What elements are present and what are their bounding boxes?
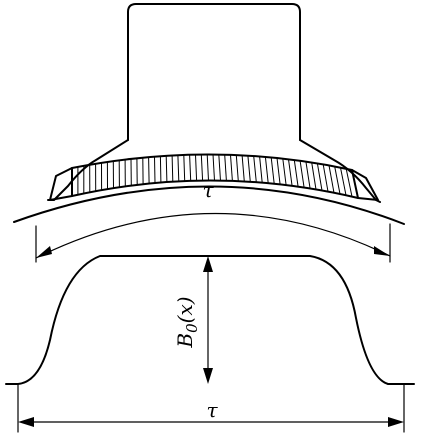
hatch-line: [224, 154, 227, 181]
hatch-line: [316, 163, 323, 191]
hatch-line: [183, 154, 186, 182]
hatch-line: [230, 154, 233, 181]
arrowhead-left-bottom: [18, 417, 34, 427]
left-end-block: [49, 167, 73, 201]
pole-pitch-dimension-arc-top: [35, 212, 391, 259]
hatch-line: [253, 155, 257, 183]
pole-body-outline: [127, 3, 301, 141]
hatch-line: [247, 155, 251, 182]
hatch-line: [154, 156, 156, 183]
hatch-line: [148, 157, 150, 184]
hatch-line: [200, 154, 204, 181]
right-end-block: [351, 169, 379, 201]
arrowhead-b0-top: [203, 256, 213, 272]
hatch-line: [340, 167, 347, 196]
hatch-line: [334, 166, 341, 195]
hatch-line: [328, 165, 335, 193]
hatch-line: [159, 156, 162, 183]
hatch-line: [165, 155, 168, 183]
hatch-line: [345, 168, 353, 197]
pole-pitch-label-top: τ: [202, 178, 214, 202]
hatch-line: [235, 155, 239, 182]
hatch-line: [322, 164, 329, 192]
pole-pitch-label-bottom: τ: [206, 398, 218, 422]
hatch-line: [264, 156, 269, 184]
hatch-line: [259, 156, 263, 183]
hatch-line: [177, 155, 180, 182]
hatch-line: [241, 155, 245, 182]
hatch-line: [270, 157, 275, 184]
hatch-line: [288, 159, 293, 186]
hatch-line: [206, 154, 209, 181]
arrowhead-right-top: [374, 246, 390, 256]
arrowhead-right-bottom: [388, 417, 404, 427]
hatch-line: [212, 154, 215, 181]
arrowhead-b0-bottom: [203, 368, 213, 384]
pole-shoe-inner-arc: [71, 153, 353, 171]
hatch-line: [311, 162, 317, 190]
flux-density-label-group: B0(x): [173, 296, 201, 348]
hatch-line: [189, 154, 192, 181]
hatch-line: [293, 159, 299, 187]
hatch-line: [195, 154, 198, 181]
hatch-line: [305, 161, 311, 189]
armature-surface-arc: [13, 185, 405, 225]
hatch-line: [218, 154, 221, 181]
hatch-line: [299, 160, 305, 188]
hatch-line: [171, 155, 174, 182]
hatch-line: [276, 157, 281, 185]
flux-density-label: B0(x): [173, 296, 201, 348]
hatch-line: [282, 158, 287, 186]
flux-density-curve: [5, 255, 415, 385]
arrowhead-left-top: [36, 246, 52, 258]
winding-hatching: [77, 154, 353, 197]
